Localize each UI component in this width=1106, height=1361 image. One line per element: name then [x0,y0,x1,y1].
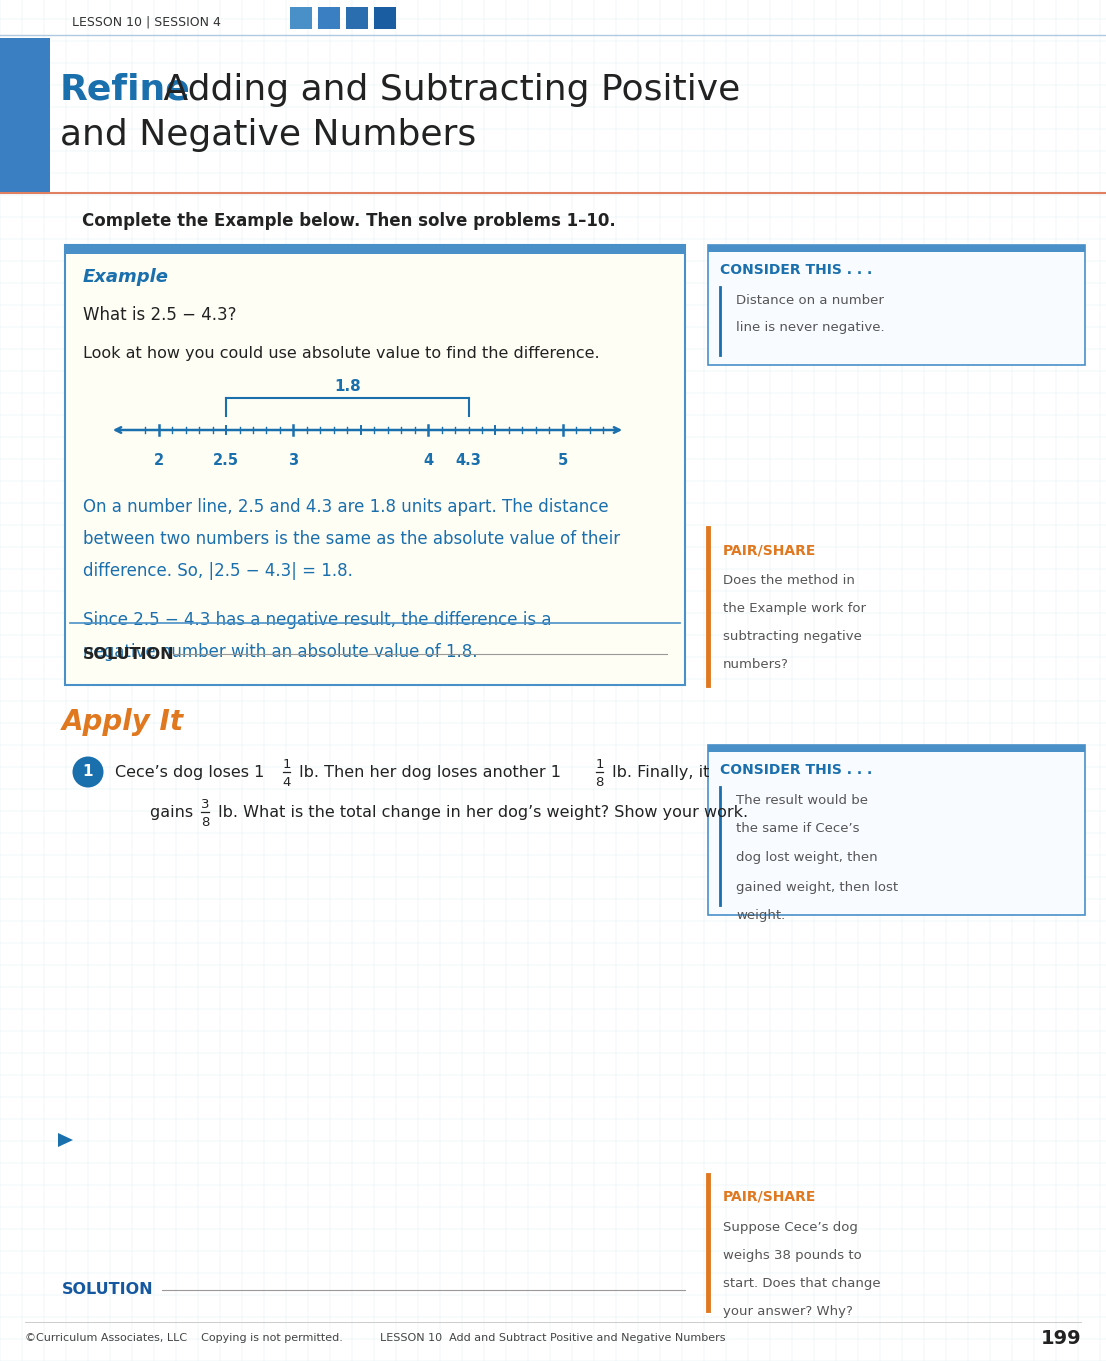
Bar [708,245,1085,365]
Text: 4.3: 4.3 [456,452,481,467]
Text: lb. Then her dog loses another 1: lb. Then her dog loses another 1 [294,765,561,780]
Text: What is 2.5 − 4.3?: What is 2.5 − 4.3? [83,306,237,324]
Text: 3: 3 [200,798,209,811]
Text: 1: 1 [595,758,604,770]
Text: the Example work for: the Example work for [723,602,866,615]
Text: 4: 4 [424,452,434,467]
Text: 5: 5 [557,452,568,467]
Bar [374,7,396,29]
Bar [65,245,685,255]
Text: Look at how you could use absolute value to find the difference.: Look at how you could use absolute value… [83,346,599,361]
Text: 4: 4 [282,776,291,788]
Text: PAIR/SHARE: PAIR/SHARE [723,543,816,557]
Text: 1: 1 [83,765,93,780]
Text: lb. What is the total change in her dog’s weight? Show your work.: lb. What is the total change in her dog’… [212,804,748,819]
Text: weighs 38 pounds to: weighs 38 pounds to [723,1248,862,1262]
Text: your answer? Why?: your answer? Why? [723,1304,853,1317]
Text: lb. Finally, it: lb. Finally, it [607,765,710,780]
Text: Suppose Cece’s dog: Suppose Cece’s dog [723,1221,858,1233]
Text: ©Curriculum Associates, LLC    Copying is not permitted.: ©Curriculum Associates, LLC Copying is n… [25,1332,343,1343]
Text: SOLUTION: SOLUTION [62,1282,154,1297]
Bar [65,245,685,685]
Text: start. Does that change: start. Does that change [723,1277,880,1289]
Text: 8: 8 [201,815,209,829]
Text: 3: 3 [289,452,299,467]
Text: gains: gains [150,804,198,819]
Text: Example: Example [83,268,169,286]
Text: numbers?: numbers? [723,657,789,671]
Text: On a number line, 2.5 and 4.3 are 1.8 units apart. The distance: On a number line, 2.5 and 4.3 are 1.8 un… [83,498,608,516]
Bar [346,7,368,29]
Polygon shape [58,1132,73,1147]
Text: subtracting negative: subtracting negative [723,630,862,642]
Text: 2: 2 [154,452,164,467]
Text: difference. So, |2.5 − 4.3| = 1.8.: difference. So, |2.5 − 4.3| = 1.8. [83,562,353,580]
Text: LESSON 10 | SESSION 4: LESSON 10 | SESSION 4 [72,15,221,29]
Bar [708,245,1085,252]
Text: LESSON 10  Add and Subtract Positive and Negative Numbers: LESSON 10 Add and Subtract Positive and … [380,1332,726,1343]
Text: Since 2.5 − 4.3 has a negative result, the difference is a: Since 2.5 − 4.3 has a negative result, t… [83,611,552,629]
Bar [0,38,50,193]
Bar [708,744,1085,753]
Text: the same if Cece’s: the same if Cece’s [735,822,859,836]
Text: The result would be: The result would be [735,793,868,807]
Text: 8: 8 [595,776,604,788]
Text: 1: 1 [282,758,291,770]
Text: Apply It: Apply It [62,708,184,736]
Text: negative number with an absolute value of 1.8.: negative number with an absolute value o… [83,642,478,661]
Bar [290,7,312,29]
Text: Adding and Subtracting Positive: Adding and Subtracting Positive [152,73,740,108]
Text: Complete the Example below. Then solve problems 1–10.: Complete the Example below. Then solve p… [82,212,616,230]
Bar [319,7,340,29]
Text: SOLUTION: SOLUTION [83,646,175,661]
Text: gained weight, then lost: gained weight, then lost [735,881,898,894]
Text: line is never negative.: line is never negative. [735,320,885,333]
Text: 199: 199 [1041,1328,1081,1347]
Text: CONSIDER THIS . . .: CONSIDER THIS . . . [720,764,873,777]
Circle shape [73,757,104,788]
Text: Distance on a number: Distance on a number [735,294,884,306]
Text: PAIR/SHARE: PAIR/SHARE [723,1190,816,1204]
Text: weight.: weight. [735,909,785,923]
Text: between two numbers is the same as the absolute value of their: between two numbers is the same as the a… [83,529,620,548]
Text: 2.5: 2.5 [213,452,239,467]
Text: 1.8: 1.8 [334,378,361,393]
Bar [708,744,1085,915]
Text: Does the method in: Does the method in [723,573,855,587]
Text: Refine: Refine [60,73,190,108]
Text: dog lost weight, then: dog lost weight, then [735,852,878,864]
Text: Cece’s dog loses 1: Cece’s dog loses 1 [115,765,264,780]
Text: and Negative Numbers: and Negative Numbers [60,118,477,152]
Text: CONSIDER THIS . . .: CONSIDER THIS . . . [720,263,873,278]
